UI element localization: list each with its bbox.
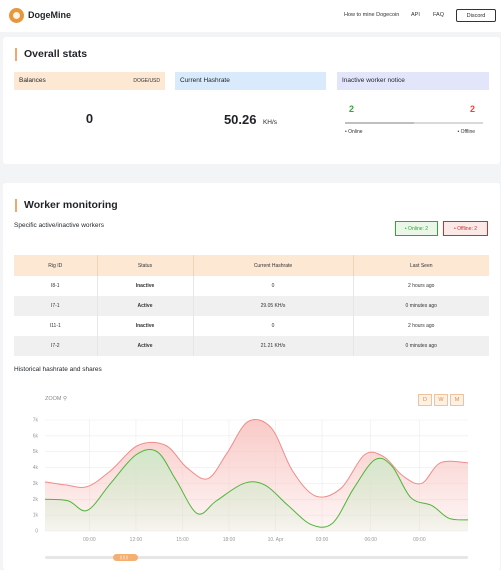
column-header-last-seen[interactable]: Last Seen xyxy=(353,255,489,276)
notice-label: Inactive worker notice xyxy=(342,77,405,84)
y-tick-label: 4k xyxy=(33,465,39,471)
overall-stats-title: Overall stats xyxy=(15,48,87,61)
offline-legend: • Offline xyxy=(457,129,476,135)
x-tick-label: 03:00 xyxy=(316,537,329,543)
chart-section-title: Historical hashrate and shares xyxy=(14,366,102,373)
navigator-handle[interactable] xyxy=(113,554,138,561)
x-tick-label: 18:00 xyxy=(223,537,236,543)
y-tick-label: 7k xyxy=(33,418,39,424)
online-legend: • Online xyxy=(345,129,363,135)
rig-id-cell: I7-1 xyxy=(14,296,98,316)
hashrate-unit: KH/s xyxy=(262,119,278,126)
filter-offline-button[interactable]: • Offline: 2 xyxy=(443,221,488,236)
hashrate-value: 50.26 xyxy=(223,112,257,127)
x-tick-label: 09:00 xyxy=(413,537,426,543)
x-tick-label: 09:00 xyxy=(83,537,96,543)
balances-card: Balances DOGE/USD 0 xyxy=(14,72,165,148)
status-cell: Inactive xyxy=(97,316,194,336)
zoom-label: ZOOM ⚲ xyxy=(45,396,67,402)
hashrate-card: Current Hashrate 50.26 KH/s xyxy=(175,72,326,148)
y-tick-label: 2k xyxy=(33,497,39,503)
online-progress-fill xyxy=(345,122,414,124)
online-count: 2 xyxy=(349,104,355,114)
rig-id-cell: I8-1 xyxy=(14,276,98,296)
balance-value: 0 xyxy=(85,111,94,126)
y-tick-label: 3k xyxy=(33,481,39,487)
table-row[interactable]: I11-1 Inactive 0 2 hours ago xyxy=(14,316,489,336)
nav-link-how-to-mine[interactable]: How to mine Dogecoin xyxy=(344,12,400,18)
hashrate-cell: 0 xyxy=(193,276,354,296)
column-header-hashrate[interactable]: Current Hashrate xyxy=(193,255,354,276)
notice-card-header: Inactive worker notice xyxy=(337,72,489,90)
x-tick-label: 15:00 xyxy=(176,537,189,543)
zoom-text: ZOOM xyxy=(45,396,62,402)
navigator-track xyxy=(45,556,468,559)
y-tick-label: 0 xyxy=(35,529,38,535)
offline-count: 2 xyxy=(469,104,475,114)
rig-id-cell: I7-2 xyxy=(14,336,98,356)
last-seen-cell: 0 minutes ago xyxy=(353,296,489,316)
x-tick-label: 06:00 xyxy=(364,537,377,543)
nav-link-api[interactable]: API xyxy=(411,12,420,18)
last-seen-cell: 0 minutes ago xyxy=(353,336,489,356)
status-cell: Active xyxy=(97,296,194,316)
series-line-0 xyxy=(44,419,469,498)
table-row[interactable]: I7-2 Active 21.21 KH/s 0 minutes ago xyxy=(14,336,489,356)
discord-button[interactable]: Discord xyxy=(456,9,496,22)
brand-name[interactable]: DogeMine xyxy=(28,10,72,20)
x-tick-label: 10. Apr xyxy=(268,537,284,543)
range-day-button[interactable]: D xyxy=(418,394,432,406)
hashrate-card-header: Current Hashrate xyxy=(175,72,326,90)
y-tick-label: 1k xyxy=(33,513,39,519)
online-offline-progress xyxy=(345,122,483,124)
hashrate-cell: 29.05 KH/s xyxy=(193,296,354,316)
range-month-button[interactable]: M xyxy=(450,394,464,406)
series-line-1 xyxy=(44,448,469,528)
rig-id-cell: I11-1 xyxy=(14,316,98,336)
hashrate-display: 50.26 KH/s xyxy=(175,111,326,129)
table-row[interactable]: I8-1 Inactive 0 2 hours ago xyxy=(14,276,489,296)
x-tick-label: 12:00 xyxy=(130,537,143,543)
worker-monitoring-title: Worker monitoring xyxy=(15,199,118,212)
zoom-icon: ⚲ xyxy=(63,396,68,402)
filter-online-button[interactable]: • Online: 2 xyxy=(395,221,438,236)
workers-table: Rig ID Status Current Hashrate Last Seen… xyxy=(14,255,489,356)
dogemine-logo-icon[interactable] xyxy=(9,8,24,23)
last-seen-cell: 2 hours ago xyxy=(408,323,435,329)
balances-label: Balances xyxy=(19,77,46,84)
workers-subtitle: Specific active/inactive workers xyxy=(14,222,104,229)
hashrate-cell: 0 xyxy=(193,316,354,336)
inactive-worker-notice-card: Inactive worker notice 2 2 • Online • Of… xyxy=(337,72,489,148)
series-area-1 xyxy=(45,449,468,531)
top-navigation-bar: DogeMine How to mine Dogecoin API FAQ Di… xyxy=(0,0,501,32)
table-header-row: Rig ID Status Current Hashrate Last Seen xyxy=(14,255,489,276)
hashrate-label: Current Hashrate xyxy=(180,77,230,84)
balances-card-header: Balances DOGE/USD xyxy=(14,72,165,90)
nav-link-faq[interactable]: FAQ xyxy=(433,12,445,18)
column-header-rig-id[interactable]: Rig ID xyxy=(14,255,98,276)
y-tick-label: 6k xyxy=(33,433,39,439)
y-tick-label: 5k xyxy=(33,449,39,455)
last-seen-cell: 2 hours ago xyxy=(408,283,435,289)
currency-toggle[interactable]: DOGE/USD xyxy=(133,78,160,84)
table-row[interactable]: I7-1 Active 29.05 KH/s 0 minutes ago xyxy=(14,296,489,316)
column-header-status[interactable]: Status xyxy=(97,255,194,276)
hashrate-cell: 21.21 KH/s xyxy=(193,336,354,356)
status-cell: Active xyxy=(97,336,194,356)
range-week-button[interactable]: W xyxy=(434,394,448,406)
status-cell: Inactive xyxy=(97,276,194,296)
